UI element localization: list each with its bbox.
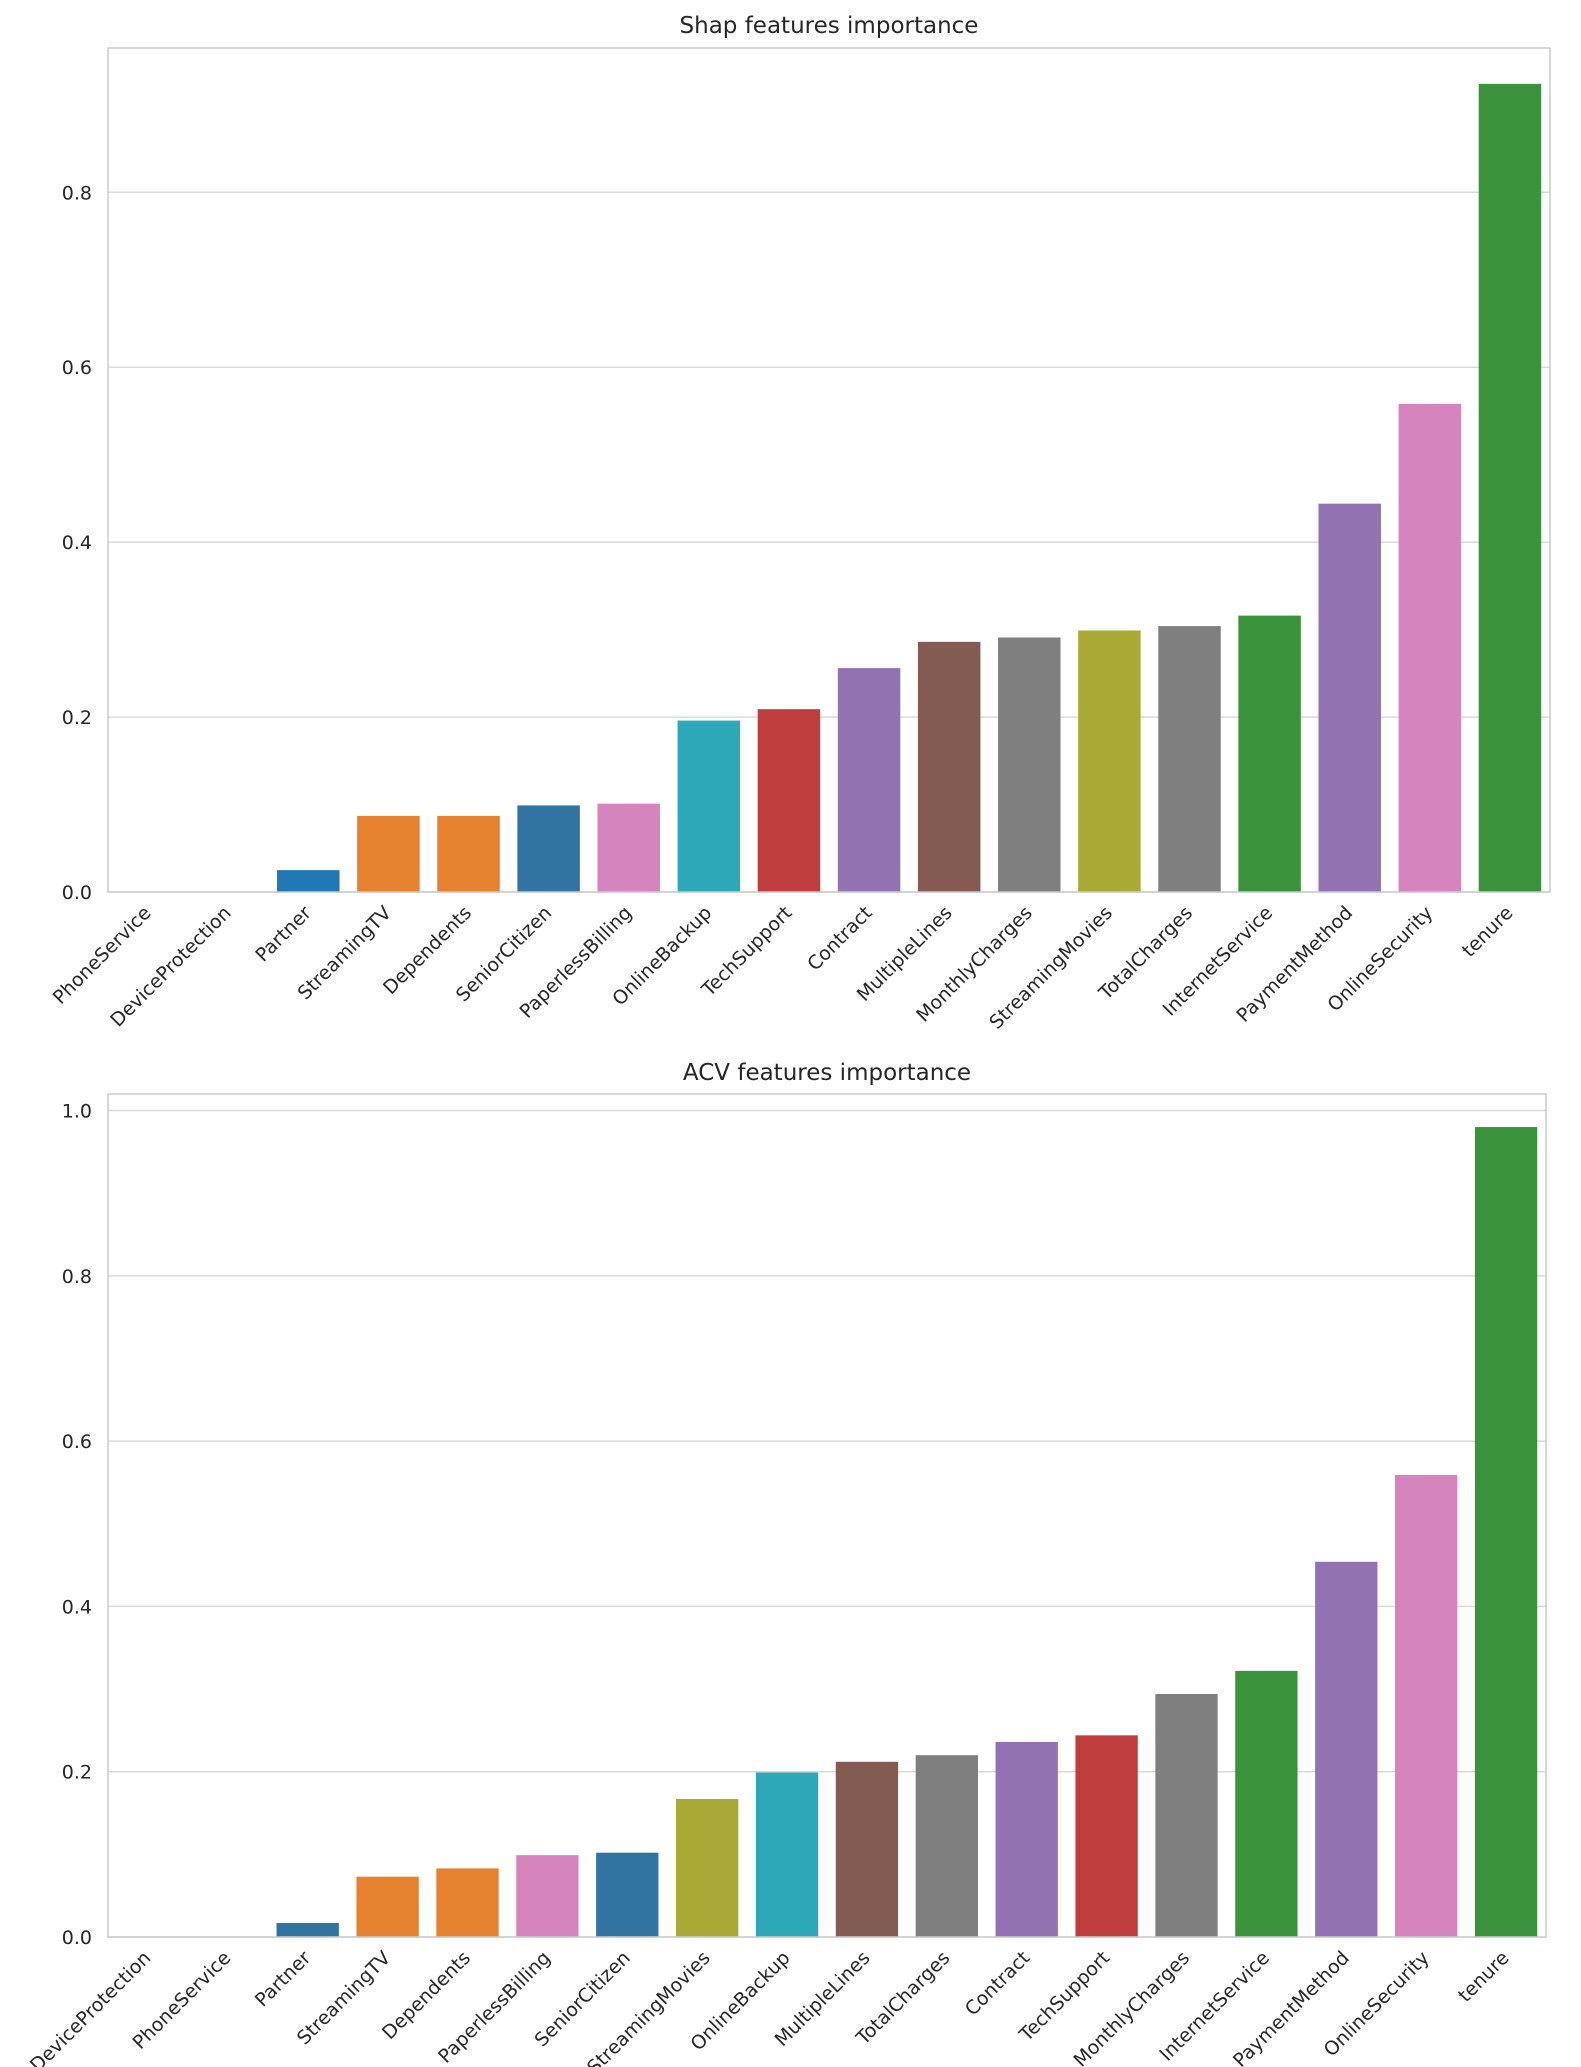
bar-PaymentMethod (1315, 1561, 1378, 1937)
y-tick-label: 0.8 (62, 182, 92, 204)
y-tick-label: 0.2 (62, 707, 92, 729)
bar-StreamingMovies (1078, 630, 1141, 892)
shap-chart: Shap features importance 0.0 0.2 0.4 0.6 0.8… (49, 13, 1551, 1034)
bar-Contract (837, 668, 901, 892)
bar-PaperlessBilling (597, 803, 660, 892)
x-tick-label: tenure (1458, 902, 1518, 962)
bar-InternetService (1238, 615, 1301, 892)
bar-MultipleLines (917, 641, 981, 892)
y-tick-label: 0.2 (62, 1762, 92, 1784)
bar-tenure (1474, 1127, 1538, 1937)
y-tick-label: 0.6 (62, 357, 92, 379)
x-tick-label: Contract (961, 1947, 1034, 2020)
x-tick-label: Partner (251, 902, 316, 967)
y-axis-ticks: 0.0 0.2 0.4 0.6 0.8 (62, 182, 92, 904)
y-tick-label: 0.6 (62, 1431, 92, 1453)
bar-StreamingTV (357, 815, 420, 892)
y-tick-label: 0.4 (62, 1596, 92, 1618)
bar-tenure (1478, 83, 1542, 892)
bar-TechSupport (757, 709, 821, 892)
bar-OnlineSecurity (1398, 403, 1462, 892)
chart-title: Shap features importance (680, 13, 979, 39)
bar-TechSupport (1075, 1735, 1138, 1937)
bar-series (277, 83, 1542, 892)
chart-title: ACV features importance (683, 1060, 971, 1086)
y-tick-label: 0.0 (62, 882, 92, 904)
bar-MultipleLines (835, 1761, 899, 1937)
bar-Partner (276, 1922, 339, 1937)
bar-OnlineBackup (755, 1772, 819, 1937)
bar-MonthlyCharges (1155, 1694, 1218, 1937)
bar-StreamingMovies (676, 1798, 739, 1937)
bar-TotalCharges (1158, 626, 1221, 892)
acv-chart: ACV features importance 0.0 0.2 0.4 0.6 0.8 1… (26, 1060, 1547, 2067)
bar-Partner (277, 870, 340, 892)
bar-TotalCharges (915, 1755, 978, 1937)
bar-PaperlessBilling (516, 1855, 579, 1937)
bar-Dependents (437, 815, 500, 892)
y-tick-label: 0.0 (62, 1927, 92, 1949)
bar-InternetService (1235, 1670, 1298, 1937)
plot-frame (107, 1093, 1547, 1938)
bar-Contract (995, 1741, 1058, 1937)
y-tick-label: 0.8 (62, 1266, 92, 1288)
bar-Dependents (436, 1868, 499, 1937)
bar-OnlineSecurity (1395, 1475, 1458, 1937)
bar-series (276, 1127, 1538, 1937)
x-tick-label: Partner (251, 1947, 316, 2012)
bar-PaymentMethod (1318, 503, 1381, 892)
y-tick-label: 0.4 (62, 532, 92, 554)
y-axis-ticks: 0.0 0.2 0.4 0.6 0.8 1.0 (62, 1101, 92, 1949)
x-tick-label: tenure (1454, 1947, 1514, 2007)
plot-frame (107, 47, 1551, 893)
bar-SeniorCitizen (596, 1852, 659, 1937)
x-tick-label: DeviceProtection (26, 1947, 155, 2067)
y-tick-label: 1.0 (62, 1101, 92, 1123)
x-tick-label: Contract (803, 902, 876, 975)
bar-OnlineBackup (677, 720, 741, 892)
bar-SeniorCitizen (517, 805, 580, 892)
bar-StreamingTV (356, 1876, 419, 1937)
bar-MonthlyCharges (998, 637, 1061, 892)
